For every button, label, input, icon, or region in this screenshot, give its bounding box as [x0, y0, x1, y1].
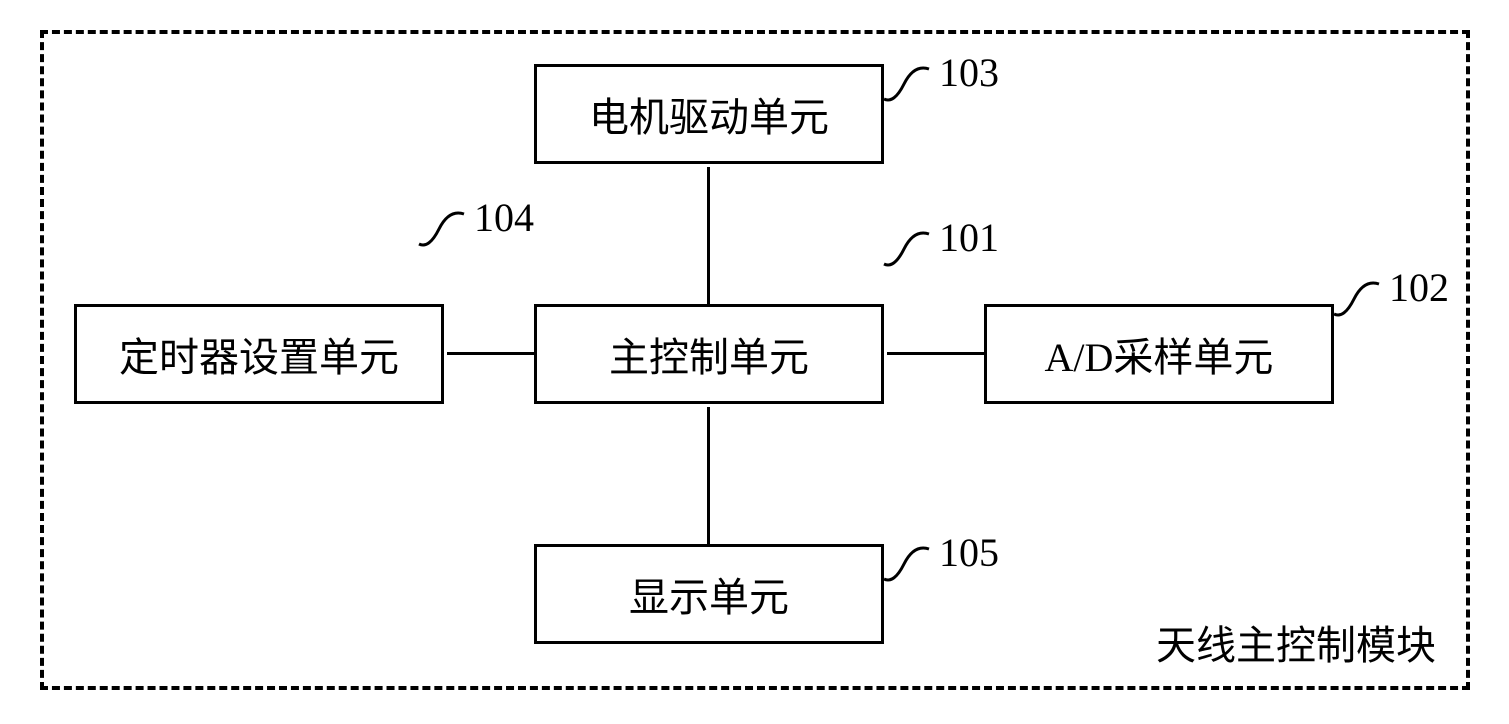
edge-main-display — [707, 407, 710, 544]
edge-main-ad — [887, 352, 984, 355]
node-label: 电机驱动单元 — [589, 85, 829, 143]
leader-103 — [879, 54, 939, 104]
leader-105 — [879, 534, 939, 584]
node-label: 主控制单元 — [609, 325, 809, 383]
leader-102 — [1329, 269, 1389, 319]
node-label: 显示单元 — [629, 565, 789, 623]
antenna-main-control-module: 电机驱动单元 主控制单元 显示单元 定时器设置单元 A/D采样单元 103 10… — [40, 30, 1470, 690]
ref-103: 103 — [939, 49, 999, 96]
node-label: A/D采样单元 — [1045, 325, 1274, 383]
edge-timer-main — [447, 352, 534, 355]
node-display: 显示单元 — [534, 544, 884, 644]
node-timer-set: 定时器设置单元 — [74, 304, 444, 404]
node-ad-sample: A/D采样单元 — [984, 304, 1334, 404]
node-motor-drive: 电机驱动单元 — [534, 64, 884, 164]
leader-101 — [879, 219, 939, 269]
edge-motor-main — [707, 167, 710, 304]
ref-101: 101 — [939, 214, 999, 261]
ref-105: 105 — [939, 529, 999, 576]
module-label: 天线主控制模块 — [1156, 613, 1436, 671]
ref-104: 104 — [474, 194, 534, 241]
leader-104 — [414, 199, 474, 249]
node-main-control: 主控制单元 — [534, 304, 884, 404]
ref-102: 102 — [1389, 264, 1449, 311]
node-label: 定时器设置单元 — [119, 325, 399, 383]
